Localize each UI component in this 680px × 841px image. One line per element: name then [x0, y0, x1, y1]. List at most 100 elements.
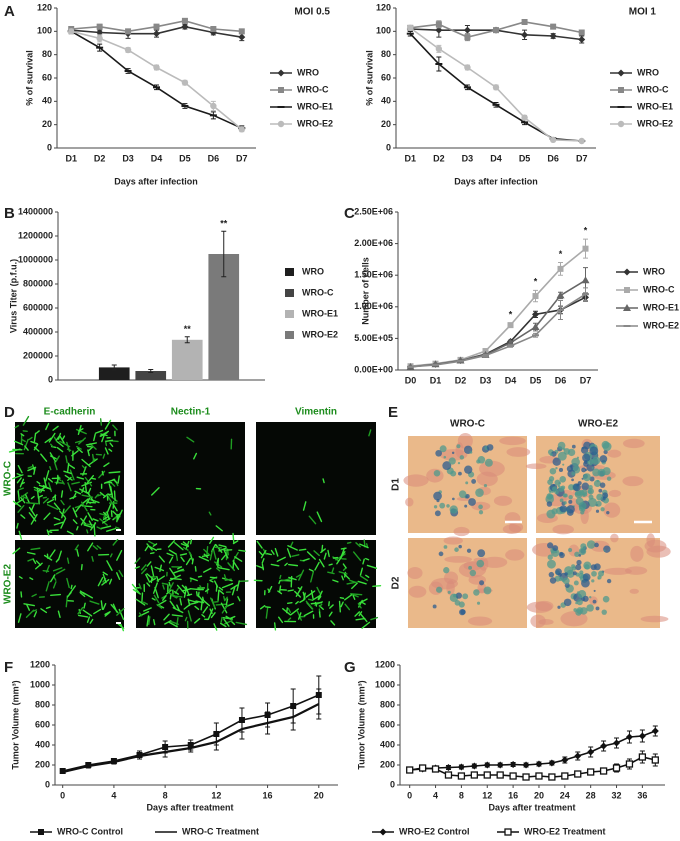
fluorescence — [225, 598, 229, 606]
fluorescence — [179, 553, 188, 556]
fluorescence — [287, 607, 292, 614]
y-tick-label: 800 — [380, 699, 395, 709]
marker — [507, 322, 514, 329]
stain-blue — [593, 479, 602, 488]
fluorescence — [23, 438, 29, 451]
stain-tissue — [644, 539, 667, 553]
marker — [181, 17, 188, 24]
stain-blue — [458, 490, 467, 498]
fluorescence — [57, 550, 62, 561]
x-tick-label: D1 — [65, 153, 77, 163]
fluorescence — [76, 526, 79, 531]
stain-tissue — [630, 545, 644, 562]
fluorescence — [166, 552, 174, 557]
fluorescence — [20, 591, 23, 598]
fluorescence — [264, 606, 271, 609]
stain-blue — [555, 568, 562, 576]
fluorescence — [213, 623, 218, 631]
stain-blue — [486, 444, 494, 451]
fluorescence — [359, 543, 369, 549]
marker — [578, 29, 585, 36]
fluorescence — [106, 503, 112, 514]
stain-blue — [555, 466, 558, 470]
legend-label: WRO-C — [302, 287, 334, 297]
fluorescence — [303, 610, 314, 617]
fluorescence — [143, 607, 152, 612]
fluorescence — [112, 503, 118, 512]
fluorescence — [175, 617, 179, 628]
stain-blue — [606, 476, 612, 481]
fluorescence — [87, 487, 92, 494]
marker — [418, 764, 427, 772]
fluorescence — [26, 551, 36, 555]
fluorescence — [256, 565, 264, 569]
fluorescence — [270, 563, 280, 567]
fluorescence — [183, 604, 190, 610]
stain-blue — [558, 576, 564, 582]
x-tick-label: 20 — [534, 790, 544, 800]
fluorescence — [351, 582, 358, 590]
fluorescence — [52, 581, 57, 589]
fluorescence — [106, 527, 117, 532]
marker — [38, 829, 44, 835]
stain-tissue — [431, 577, 459, 590]
x-tick-label: D5 — [530, 375, 542, 385]
fluorescence — [168, 581, 171, 587]
stain-blue — [484, 458, 493, 467]
y-tick-label: 40 — [42, 96, 52, 106]
stain-blue — [549, 452, 553, 457]
fluorescence — [87, 449, 90, 457]
fluorescence — [201, 596, 205, 602]
stain-blue — [554, 479, 561, 486]
panel-label: G — [344, 659, 356, 676]
fluorescence — [187, 610, 192, 622]
fluorescence — [209, 536, 215, 545]
stain-blue — [549, 577, 557, 584]
fluorescence — [20, 496, 26, 504]
fluorescence — [163, 613, 170, 621]
fluorescence — [43, 512, 51, 521]
stain-blue — [568, 548, 573, 553]
y-tick-label: 120 — [376, 2, 391, 12]
marker — [431, 765, 440, 773]
fluorescence — [112, 538, 119, 546]
fluorescence — [104, 447, 109, 455]
fluorescence — [173, 568, 185, 574]
stain-blue — [450, 470, 457, 477]
legend-label: WRO-E2 Treatment — [524, 826, 606, 836]
fluorescence — [65, 455, 68, 464]
fluorescence — [33, 443, 39, 451]
stain-tissue — [610, 533, 619, 543]
fluorescence — [287, 545, 298, 551]
legend-label: WRO-C Treatment — [182, 826, 259, 836]
fluorescence — [223, 618, 230, 627]
fluorescence — [217, 557, 220, 568]
fluorescence — [18, 487, 24, 491]
fluorescence — [86, 616, 91, 623]
stain-blue — [573, 580, 579, 586]
fluorescence — [66, 441, 71, 452]
fluorescence — [92, 518, 99, 522]
fluorescence — [169, 567, 176, 578]
fluorescence — [101, 579, 110, 586]
fluorescence — [76, 548, 80, 557]
error-bar — [213, 733, 219, 751]
chart-title: MOI 1 — [629, 7, 657, 18]
stain-blue — [557, 605, 561, 609]
fluorescence — [25, 603, 31, 611]
fluorescence — [78, 437, 86, 445]
annotation: * — [584, 226, 588, 236]
bar — [135, 371, 167, 380]
fluorescence — [22, 415, 30, 426]
fluorescence — [218, 586, 224, 591]
fluorescence — [116, 572, 121, 580]
fluorescence — [70, 584, 73, 590]
marker — [68, 28, 75, 35]
fluorescence — [173, 591, 179, 595]
fluorescence — [86, 529, 89, 534]
fluorescence — [259, 605, 266, 610]
x-tick-label: D0 — [405, 375, 417, 385]
fluorescence — [79, 591, 86, 598]
fluorescence — [135, 598, 146, 606]
fluorescence — [30, 503, 35, 512]
